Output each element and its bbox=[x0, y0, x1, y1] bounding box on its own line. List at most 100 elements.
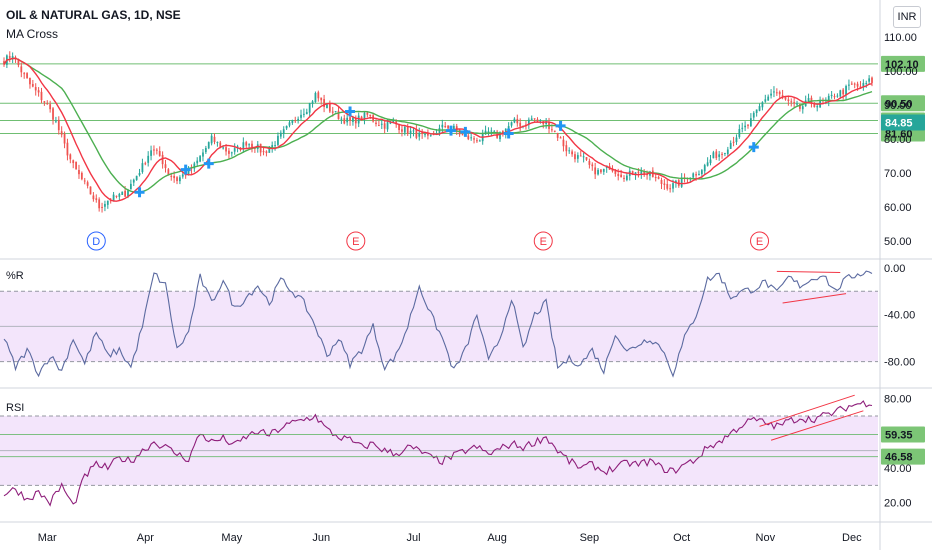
candle-body bbox=[476, 140, 478, 142]
candle-body bbox=[132, 179, 135, 183]
wr-pane-label[interactable]: %R bbox=[6, 270, 24, 282]
candle-body bbox=[150, 150, 152, 156]
candle-body bbox=[412, 130, 415, 132]
rsi-pane-label[interactable]: RSI bbox=[6, 402, 25, 414]
candle-body bbox=[199, 156, 201, 162]
price-tick-label: 50.00 bbox=[884, 236, 912, 248]
candle-body bbox=[337, 110, 340, 120]
rsi-pane[interactable]: 59.35 46.58 bbox=[0, 394, 925, 507]
candle-body bbox=[700, 170, 703, 175]
candle-body bbox=[118, 193, 121, 197]
candle-body bbox=[602, 169, 605, 172]
candle-body bbox=[868, 78, 871, 82]
candle-body bbox=[181, 174, 184, 177]
candle-body bbox=[83, 180, 86, 182]
price-tick-label: 60.00 bbox=[884, 202, 912, 214]
candle-body bbox=[406, 127, 409, 134]
candle-body bbox=[836, 95, 839, 97]
candle-body bbox=[352, 117, 354, 122]
candle-body bbox=[755, 109, 758, 113]
candle-body bbox=[144, 163, 147, 165]
candle-body bbox=[695, 174, 697, 176]
candle-body bbox=[155, 149, 158, 151]
candle-body bbox=[634, 172, 637, 175]
candle-body bbox=[666, 183, 669, 189]
price-tick-label: 70.00 bbox=[884, 168, 912, 180]
candle-body bbox=[297, 118, 300, 121]
candle-body bbox=[519, 122, 522, 127]
williams-r-pane[interactable] bbox=[0, 270, 878, 378]
candle-body bbox=[401, 129, 403, 132]
candle-body bbox=[98, 199, 101, 209]
candle-body bbox=[92, 195, 95, 200]
candle-body bbox=[588, 160, 591, 165]
candle-body bbox=[225, 147, 227, 152]
candle-body bbox=[167, 169, 170, 175]
candle-body bbox=[213, 136, 216, 143]
candle-body bbox=[34, 87, 37, 91]
candle-body bbox=[251, 143, 253, 148]
candle-body bbox=[862, 82, 865, 88]
candle-body bbox=[380, 123, 383, 125]
price-axis[interactable]: 50.00 60.00 70.00 80.00 90.00 100.00 110.00 0.0… bbox=[884, 32, 918, 510]
wr-line bbox=[3, 270, 873, 378]
candle-body bbox=[758, 106, 761, 111]
candle-body bbox=[164, 164, 167, 169]
candle-body bbox=[640, 170, 643, 175]
candle-body bbox=[285, 125, 288, 129]
candle-body bbox=[233, 148, 236, 152]
candle-body bbox=[57, 119, 60, 131]
candle-body bbox=[675, 180, 677, 183]
time-tick-label: Apr bbox=[137, 532, 154, 544]
candle-body bbox=[770, 93, 772, 96]
time-tick-label: Oct bbox=[673, 532, 690, 544]
candle-body bbox=[424, 134, 426, 136]
candle-body bbox=[536, 119, 539, 121]
candle-body bbox=[871, 77, 873, 83]
candle-body bbox=[311, 101, 314, 105]
candle-body bbox=[833, 96, 836, 98]
candle-body bbox=[689, 177, 692, 179]
candle-body bbox=[850, 83, 853, 85]
candle-body bbox=[654, 176, 657, 178]
candle-body bbox=[360, 116, 363, 120]
candle-body bbox=[732, 141, 735, 143]
candle-body bbox=[729, 143, 732, 149]
candle-body bbox=[576, 155, 579, 159]
candle-body bbox=[539, 120, 542, 122]
candle-body bbox=[839, 90, 842, 97]
ma-cross-marker bbox=[345, 106, 356, 117]
candle-body bbox=[305, 112, 308, 115]
candle-body bbox=[43, 101, 46, 103]
candle-body bbox=[845, 86, 847, 96]
candle-body bbox=[853, 83, 856, 85]
candle-body bbox=[562, 139, 565, 147]
candle-body bbox=[274, 145, 276, 147]
last-price-tag bbox=[881, 114, 925, 131]
candle-body bbox=[245, 142, 248, 146]
candle-body bbox=[842, 89, 845, 95]
wr-trendline bbox=[776, 270, 841, 274]
candle-body bbox=[617, 174, 620, 176]
candle-body bbox=[623, 177, 625, 179]
candle-body bbox=[848, 84, 850, 86]
time-tick-label: Mar bbox=[38, 532, 57, 544]
candle-body bbox=[279, 132, 282, 137]
candle-body bbox=[427, 133, 429, 136]
candle-body bbox=[421, 132, 424, 135]
candle-body bbox=[138, 173, 141, 176]
currency-button[interactable]: INR bbox=[893, 6, 921, 28]
candle-body bbox=[326, 104, 328, 109]
candle-body bbox=[20, 66, 23, 73]
candle-body bbox=[127, 190, 129, 196]
candle-body bbox=[447, 125, 449, 129]
candle-body bbox=[657, 176, 660, 179]
candle-body bbox=[72, 160, 75, 164]
candle-body bbox=[568, 150, 571, 152]
candle-body bbox=[124, 190, 127, 197]
indicator-label[interactable]: MA Cross bbox=[6, 27, 59, 41]
candle-body bbox=[23, 73, 26, 75]
candle-body bbox=[724, 152, 726, 154]
candle-body bbox=[69, 154, 72, 160]
